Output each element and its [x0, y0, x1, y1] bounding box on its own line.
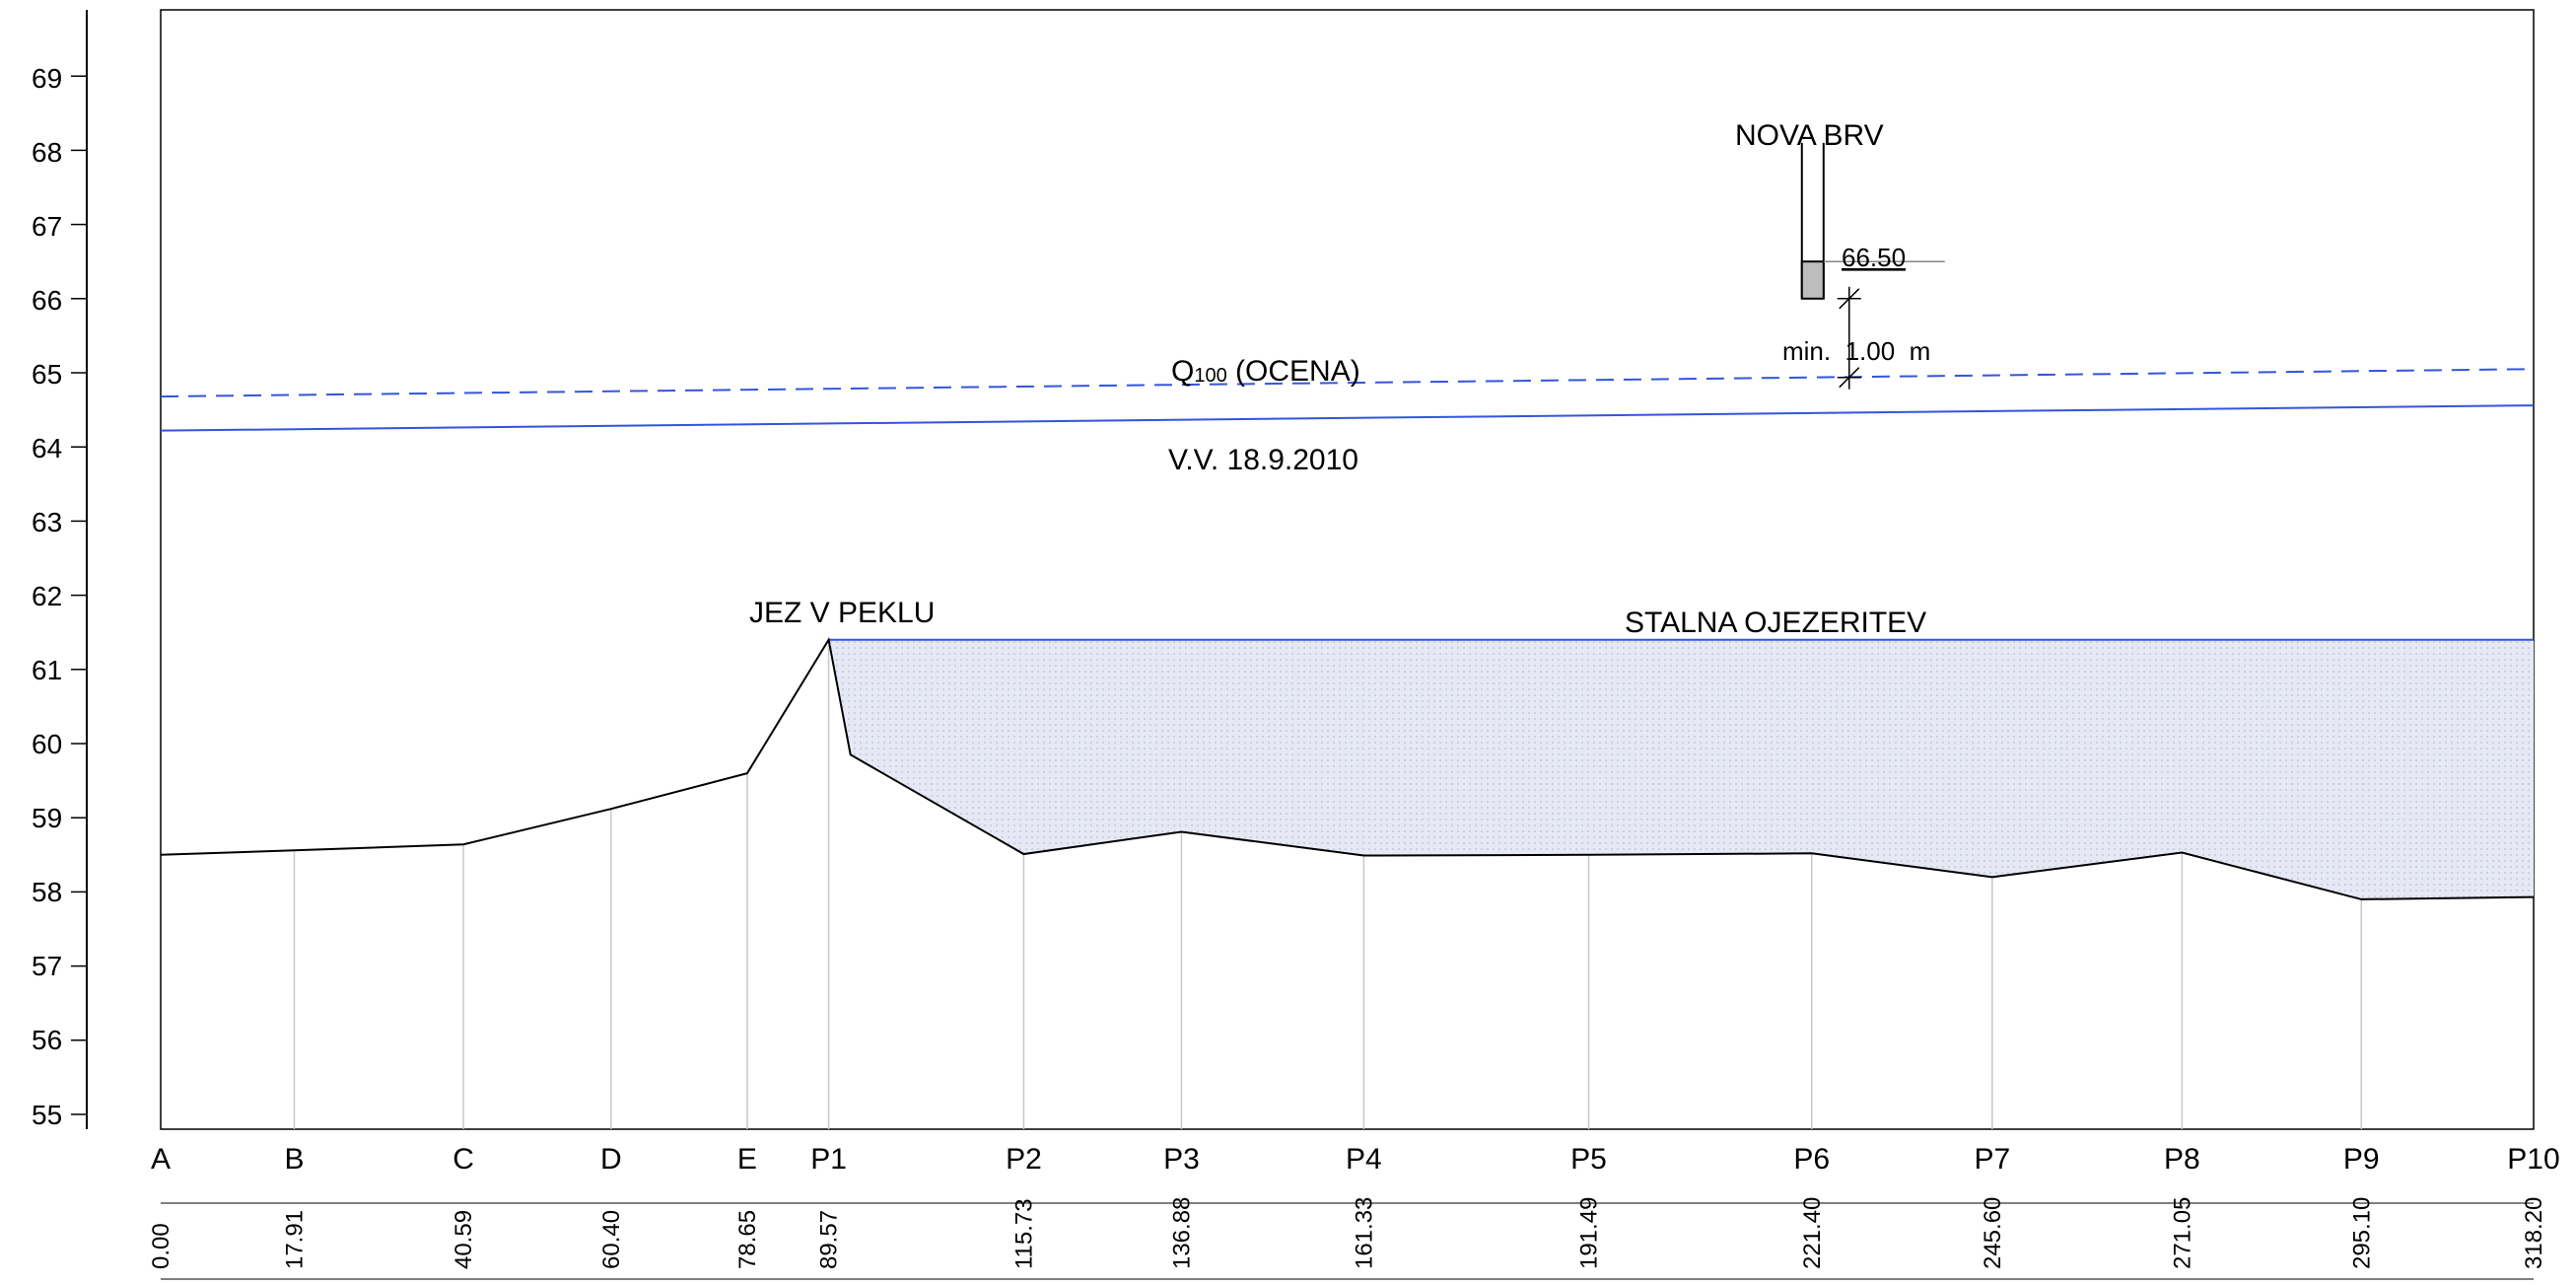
distance-label: 40.59 — [451, 1210, 477, 1269]
distance-label: 295.10 — [2348, 1197, 2375, 1269]
y-tick-label: 55 — [32, 1100, 62, 1130]
q100-label: Q100 (OCENA) — [1171, 355, 1360, 388]
distance-label: 60.40 — [598, 1210, 625, 1269]
clearance-tick-top — [1837, 288, 1861, 310]
station-label: D — [600, 1143, 622, 1176]
plot-border — [160, 9, 2535, 1130]
bridge-deck — [1800, 260, 1825, 300]
y-tick-label: 64 — [32, 433, 62, 464]
station-label: P3 — [1163, 1143, 1200, 1176]
distance-label: 318.20 — [2521, 1197, 2547, 1269]
distance-label: 271.05 — [2169, 1197, 2195, 1269]
plot-frame — [86, 9, 2535, 1280]
y-tick-label: 69 — [32, 63, 62, 94]
distance-label: 191.49 — [1576, 1197, 1603, 1269]
station-label: C — [453, 1143, 474, 1176]
station-label: P5 — [1570, 1143, 1607, 1176]
high-water-line — [160, 404, 2535, 432]
station-verticals — [293, 639, 2363, 1129]
y-tick-label: 60 — [32, 729, 62, 759]
station-label: P7 — [1974, 1143, 2010, 1176]
distance-label: 245.60 — [1980, 1197, 2006, 1269]
y-axis-ticks: 55 56 57 58 59 60 61 62 63 64 65 66 67 6… — [32, 63, 87, 1130]
y-tick-label: 67 — [32, 211, 62, 242]
y-tick-label: 66 — [32, 285, 62, 316]
y-tick-label: 62 — [32, 581, 62, 611]
station-label: P10 — [2507, 1143, 2559, 1176]
y-tick-label: 63 — [32, 507, 62, 537]
clearance-label: min. 1.00 m — [1782, 336, 1930, 366]
distance-label: 221.40 — [1799, 1197, 1826, 1269]
station-label: P1 — [810, 1143, 847, 1176]
distance-label: 136.88 — [1168, 1197, 1195, 1269]
distance-label: 0.00 — [148, 1223, 174, 1269]
y-tick-label: 59 — [32, 803, 62, 833]
station-label: P9 — [2343, 1143, 2380, 1176]
station-label: P2 — [1006, 1143, 1042, 1176]
distance-label: 115.73 — [1010, 1198, 1037, 1269]
distance-label: 78.65 — [734, 1210, 761, 1269]
station-label: A — [151, 1143, 171, 1176]
distance-label: 89.57 — [816, 1210, 843, 1269]
distance-labels: 0.00 17.91 40.59 60.40 78.65 89.57 115.7… — [148, 1197, 2547, 1269]
y-tick-label: 68 — [32, 137, 62, 168]
station-label: P8 — [2164, 1143, 2200, 1176]
y-tick-label: 57 — [32, 951, 62, 981]
deck-elevation-label: 66.50 — [1842, 243, 1906, 272]
q100-flood-line — [160, 368, 2535, 398]
station-label: P4 — [1346, 1143, 1382, 1176]
impoundment-label: STALNA OJEZERITEV — [1625, 607, 1926, 639]
station-label: P6 — [1793, 1143, 1830, 1176]
station-label: B — [284, 1143, 304, 1176]
high-water-label: V.V. 18.9.2010 — [1168, 444, 1358, 476]
impoundment-fill — [828, 639, 2534, 899]
station-label: E — [737, 1143, 757, 1176]
y-tick-label: 65 — [32, 359, 62, 390]
weir-label: JEZ V PEKLU — [749, 597, 935, 629]
station-labels: A B C D E P1 P2 P3 P4 P5 P6 P7 P8 P9 P10 — [151, 1143, 2560, 1176]
bridge-symbol: NOVA BRV 66.50 min. 1.00 m — [1735, 119, 1945, 390]
distance-label: 17.91 — [281, 1210, 308, 1269]
bridge-label: NOVA BRV — [1735, 119, 1884, 152]
ground-profile-line — [160, 636, 2535, 900]
y-tick-label: 61 — [32, 655, 62, 685]
distance-label: 161.33 — [1351, 1197, 1377, 1269]
y-tick-label: 58 — [32, 877, 62, 907]
y-tick-label: 56 — [32, 1025, 62, 1055]
clearance-tick-bottom — [1837, 367, 1861, 389]
